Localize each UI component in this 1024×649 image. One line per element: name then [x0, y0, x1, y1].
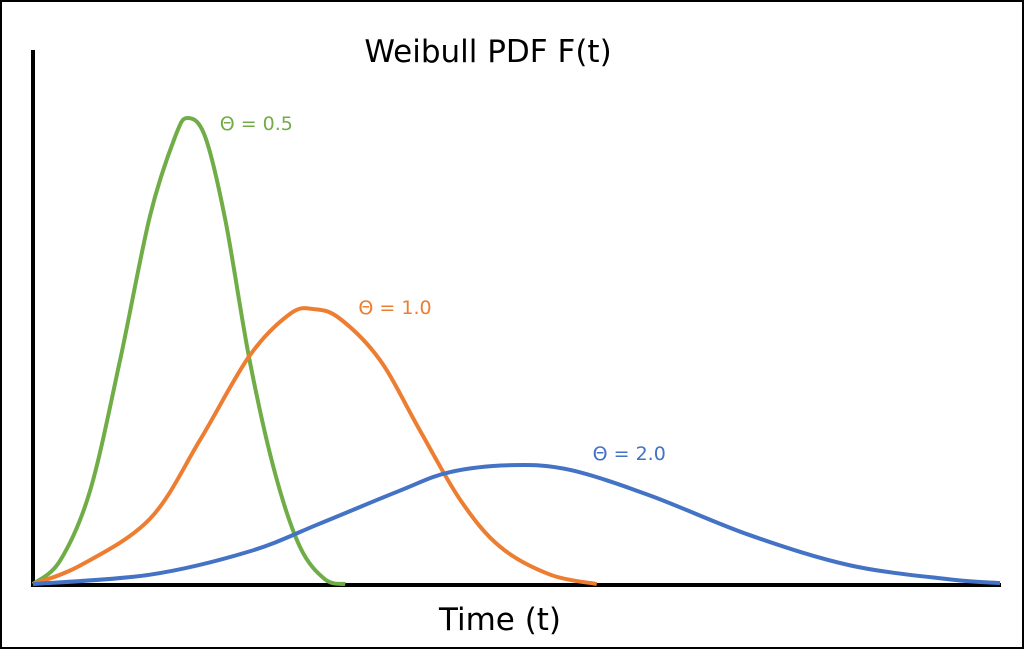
series-line-0 — [31, 115, 346, 586]
series-label-0: Θ = 0.5 — [220, 113, 293, 135]
x-axis-label: Time (t) — [438, 602, 561, 638]
series-label-2: Θ = 2.0 — [593, 443, 666, 465]
series-label-1: Θ = 1.0 — [358, 297, 431, 319]
series-line-1 — [32, 306, 598, 586]
series-line-2 — [32, 463, 1001, 586]
chart-title: Weibull PDF F(t) — [364, 34, 611, 70]
